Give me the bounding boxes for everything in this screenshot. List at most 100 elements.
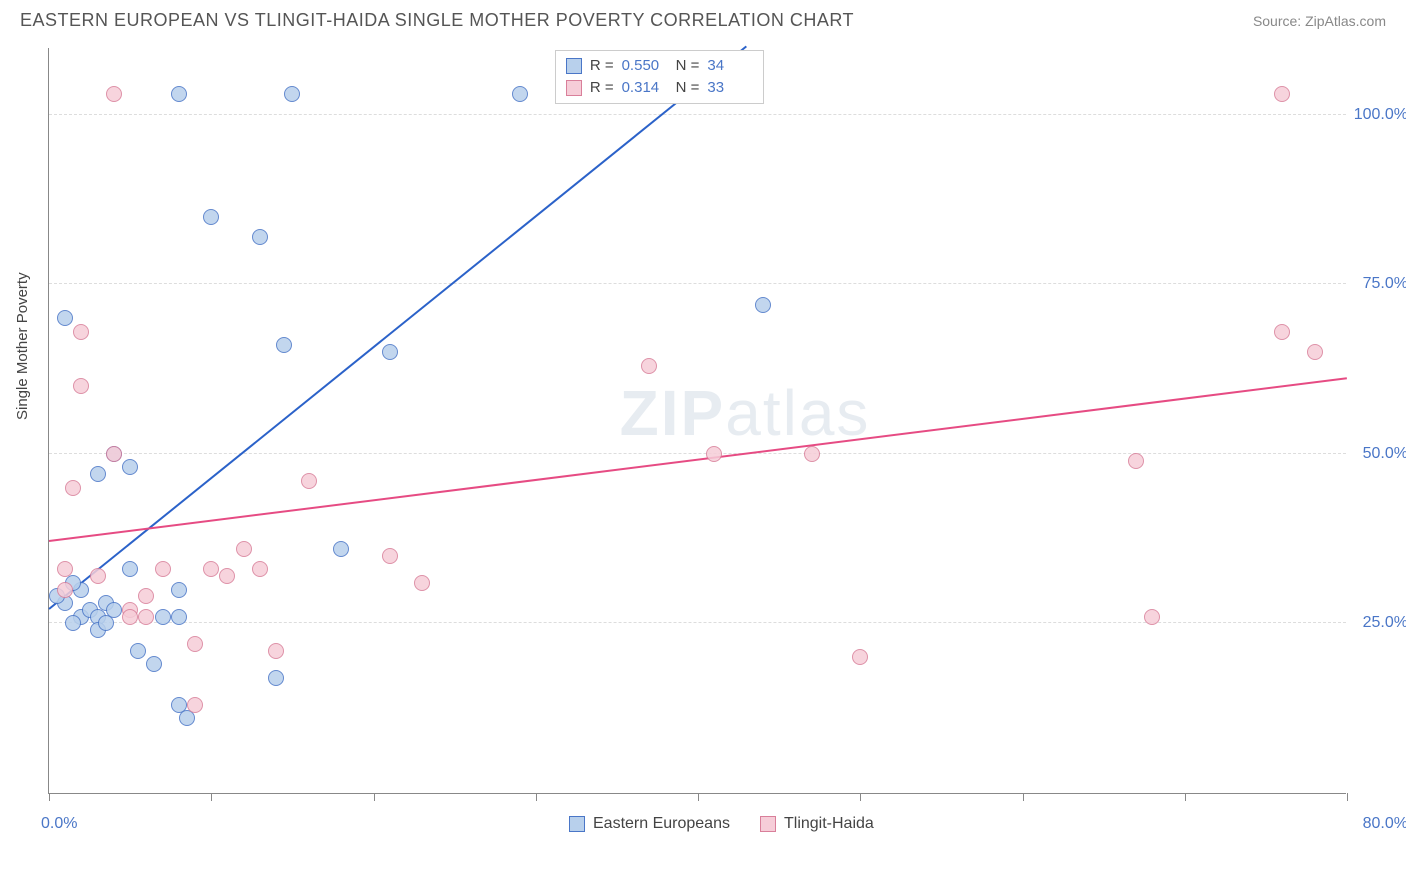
data-point [333, 541, 349, 557]
data-point [138, 588, 154, 604]
y-axis-label: Single Mother Poverty [14, 272, 31, 420]
x-tick [211, 793, 212, 801]
data-point [268, 643, 284, 659]
x-tick [1347, 793, 1348, 801]
data-point [219, 568, 235, 584]
legend-item: Eastern Europeans [569, 815, 730, 833]
data-point [98, 615, 114, 631]
data-point [73, 324, 89, 340]
data-point [155, 609, 171, 625]
trend-line [49, 377, 1347, 542]
data-point [1274, 86, 1290, 102]
stats-box: R = 0.550 N = 34 R = 0.314 N = 33 [555, 50, 765, 104]
x-tick [860, 793, 861, 801]
watermark: ZIPatlas [620, 376, 871, 450]
x-tick-label: 0.0% [41, 815, 77, 833]
data-point [203, 561, 219, 577]
data-point [301, 473, 317, 489]
x-tick [1185, 793, 1186, 801]
data-point [1144, 609, 1160, 625]
data-point [203, 209, 219, 225]
data-point [90, 568, 106, 584]
data-point [65, 480, 81, 496]
x-tick [49, 793, 50, 801]
data-point [106, 602, 122, 618]
data-point [187, 697, 203, 713]
data-point [187, 636, 203, 652]
x-tick [698, 793, 699, 801]
data-point [641, 358, 657, 374]
stat-r-label: R = [590, 55, 614, 77]
data-point [65, 615, 81, 631]
data-point [57, 561, 73, 577]
legend-swatch [569, 816, 585, 832]
data-point [268, 670, 284, 686]
source-name: ZipAtlas.com [1305, 13, 1386, 29]
data-point [57, 582, 73, 598]
data-point [138, 609, 154, 625]
gridline [49, 283, 1346, 284]
legend: Eastern Europeans Tlingit-Haida [569, 815, 874, 833]
source-credit: Source: ZipAtlas.com [1253, 13, 1386, 29]
data-point [130, 643, 146, 659]
stats-row: R = 0.314 N = 33 [566, 77, 754, 99]
data-point [382, 548, 398, 564]
data-point [171, 582, 187, 598]
data-point [414, 575, 430, 591]
data-point [1128, 453, 1144, 469]
data-point [155, 561, 171, 577]
stat-n-label: N = [676, 77, 700, 99]
data-point [90, 466, 106, 482]
stat-n-label: N = [676, 55, 700, 77]
y-tick-label: 100.0% [1352, 106, 1406, 124]
data-point [706, 446, 722, 462]
y-tick-label: 50.0% [1352, 445, 1406, 463]
legend-swatch [760, 816, 776, 832]
stats-row: R = 0.550 N = 34 [566, 55, 754, 77]
legend-item: Tlingit-Haida [760, 815, 874, 833]
data-point [1307, 344, 1323, 360]
data-point [252, 229, 268, 245]
stat-n-value: 34 [707, 55, 753, 77]
page-title: EASTERN EUROPEAN VS TLINGIT-HAIDA SINGLE… [20, 10, 854, 31]
data-point [512, 86, 528, 102]
trend-line [48, 45, 747, 609]
x-tick [536, 793, 537, 801]
x-tick [374, 793, 375, 801]
stat-n-value: 33 [707, 77, 753, 99]
legend-label: Tlingit-Haida [784, 815, 874, 833]
data-point [73, 378, 89, 394]
data-point [755, 297, 771, 313]
watermark-bold: ZIP [620, 377, 726, 449]
x-tick [1023, 793, 1024, 801]
data-point [57, 310, 73, 326]
y-tick-label: 75.0% [1352, 275, 1406, 293]
header: EASTERN EUROPEAN VS TLINGIT-HAIDA SINGLE… [0, 0, 1406, 37]
data-point [122, 459, 138, 475]
legend-label: Eastern Europeans [593, 815, 730, 833]
stat-r-value: 0.314 [622, 77, 668, 99]
data-point [252, 561, 268, 577]
data-point [106, 86, 122, 102]
x-tick-label: 80.0% [1363, 815, 1406, 833]
data-point [1274, 324, 1290, 340]
y-tick-label: 25.0% [1352, 614, 1406, 632]
data-point [106, 446, 122, 462]
data-point [804, 446, 820, 462]
watermark-light: atlas [725, 377, 870, 449]
data-point [852, 649, 868, 665]
stat-r-value: 0.550 [622, 55, 668, 77]
data-point [179, 710, 195, 726]
data-point [276, 337, 292, 353]
scatter-plot: ZIPatlas 25.0%50.0%75.0%100.0%0.0%80.0%R… [48, 48, 1346, 794]
legend-swatch [566, 58, 582, 74]
source-label: Source: [1253, 13, 1301, 29]
data-point [146, 656, 162, 672]
data-point [236, 541, 252, 557]
data-point [122, 561, 138, 577]
data-point [171, 609, 187, 625]
data-point [284, 86, 300, 102]
data-point [171, 86, 187, 102]
data-point [382, 344, 398, 360]
stat-r-label: R = [590, 77, 614, 99]
